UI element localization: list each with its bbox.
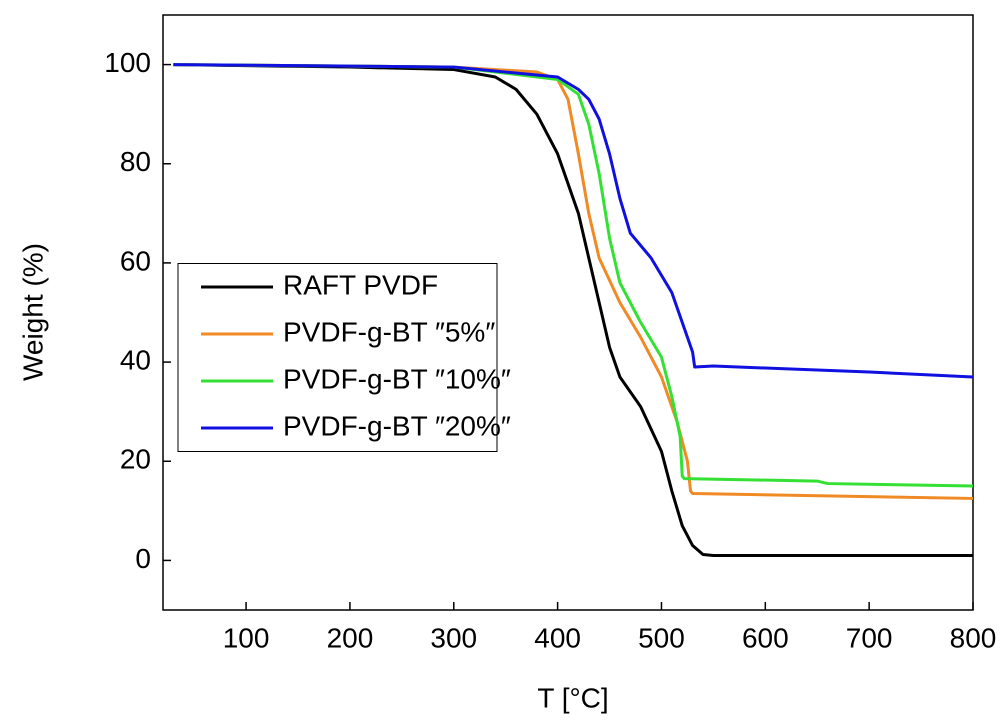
y-axis-label: Weight (%)	[17, 243, 48, 381]
y-tick-label: 0	[135, 543, 151, 574]
y-tick-label: 40	[120, 344, 151, 375]
legend-label: PVDF-g-BT ″20%″	[283, 410, 511, 441]
legend-label: RAFT PVDF	[283, 269, 438, 300]
y-tick-label: 100	[104, 47, 151, 78]
x-tick-label: 400	[534, 622, 581, 653]
x-axis-label: T [°C]	[537, 682, 608, 713]
legend-box	[177, 263, 498, 452]
x-tick-label: 600	[742, 622, 789, 653]
x-tick-label: 300	[430, 622, 477, 653]
x-tick-label: 200	[327, 622, 374, 653]
x-tick-label: 700	[846, 622, 893, 653]
data-line	[173, 63, 974, 379]
data-line	[173, 63, 974, 488]
legend-label: PVDF-g-BT ″10%″	[283, 363, 511, 394]
data-line	[173, 63, 973, 557]
x-tick-label: 800	[950, 622, 997, 653]
plot-frame	[162, 14, 974, 611]
x-tick-label: 500	[638, 622, 685, 653]
y-tick-label: 20	[120, 444, 151, 475]
legend-label: PVDF-g-BT ″5%″	[283, 316, 495, 347]
y-tick-label: 80	[120, 146, 151, 177]
x-tick-label: 100	[223, 622, 270, 653]
y-tick-label: 60	[120, 245, 151, 276]
